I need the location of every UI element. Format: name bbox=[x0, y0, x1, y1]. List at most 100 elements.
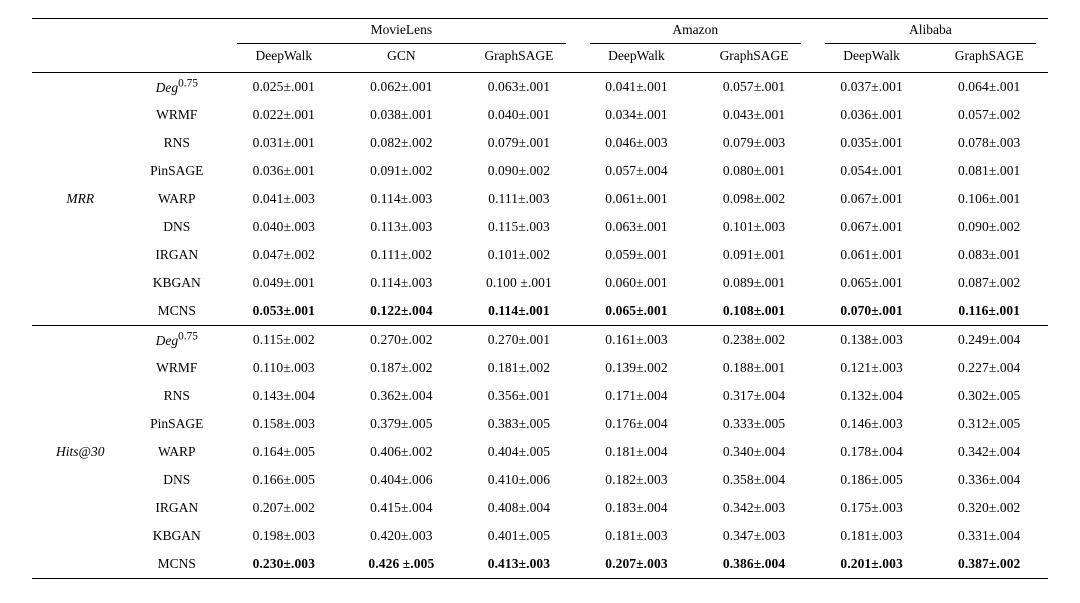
value-cell: 0.227±.004 bbox=[930, 354, 1048, 382]
value-cell: 0.143±.004 bbox=[225, 382, 343, 410]
value-cell: 0.138±.003 bbox=[813, 326, 931, 355]
value-cell: 0.320±.002 bbox=[930, 494, 1048, 522]
value-cell: 0.342±.003 bbox=[695, 494, 813, 522]
value-cell: 0.383±.005 bbox=[460, 410, 578, 438]
method-label: WRMF bbox=[129, 354, 226, 382]
value-cell: 0.207±.003 bbox=[578, 550, 696, 579]
value-cell: 0.067±.001 bbox=[813, 185, 931, 213]
value-cell: 0.098±.002 bbox=[695, 185, 813, 213]
table-row: KBGAN0.049±.0010.114±.0030.100 ±.0010.06… bbox=[32, 269, 1048, 297]
table-row: RNS0.031±.0010.082±.0020.079±.0010.046±.… bbox=[32, 129, 1048, 157]
value-cell: 0.358±.004 bbox=[695, 466, 813, 494]
value-cell: 0.188±.001 bbox=[695, 354, 813, 382]
value-cell: 0.171±.004 bbox=[578, 382, 696, 410]
col-header: DeepWalk bbox=[578, 44, 696, 73]
value-cell: 0.312±.005 bbox=[930, 410, 1048, 438]
value-cell: 0.158±.003 bbox=[225, 410, 343, 438]
value-cell: 0.139±.002 bbox=[578, 354, 696, 382]
table-row: PinSAGE0.036±.0010.091±.0020.090±.0020.0… bbox=[32, 157, 1048, 185]
value-cell: 0.181±.004 bbox=[578, 438, 696, 466]
value-cell: 0.379±.005 bbox=[343, 410, 461, 438]
value-cell: 0.182±.003 bbox=[578, 466, 696, 494]
value-cell: 0.031±.001 bbox=[225, 129, 343, 157]
value-cell: 0.106±.001 bbox=[930, 185, 1048, 213]
col-header: GraphSAGE bbox=[460, 44, 578, 73]
method-label: WRMF bbox=[129, 101, 226, 129]
method-label: DNS bbox=[129, 213, 226, 241]
value-cell: 0.362±.004 bbox=[343, 382, 461, 410]
value-cell: 0.207±.002 bbox=[225, 494, 343, 522]
value-cell: 0.302±.005 bbox=[930, 382, 1048, 410]
method-label: KBGAN bbox=[129, 269, 226, 297]
value-cell: 0.270±.001 bbox=[460, 326, 578, 355]
value-cell: 0.408±.004 bbox=[460, 494, 578, 522]
metric-label: Hits@30 bbox=[32, 326, 129, 579]
table-row: MRRDeg0.750.025±.0010.062±.0010.063±.001… bbox=[32, 73, 1048, 102]
value-cell: 0.387±.002 bbox=[930, 550, 1048, 579]
value-cell: 0.146±.003 bbox=[813, 410, 931, 438]
table-row: PinSAGE0.158±.0030.379±.0050.383±.0050.1… bbox=[32, 410, 1048, 438]
value-cell: 0.114±.001 bbox=[460, 297, 578, 326]
value-cell: 0.057±.002 bbox=[930, 101, 1048, 129]
table-row: RNS0.143±.0040.362±.0040.356±.0010.171±.… bbox=[32, 382, 1048, 410]
value-cell: 0.114±.003 bbox=[343, 269, 461, 297]
value-cell: 0.047±.002 bbox=[225, 241, 343, 269]
dataset-label: MovieLens bbox=[371, 22, 433, 37]
value-cell: 0.037±.001 bbox=[813, 73, 931, 102]
value-cell: 0.040±.003 bbox=[225, 213, 343, 241]
value-cell: 0.111±.002 bbox=[343, 241, 461, 269]
value-cell: 0.022±.001 bbox=[225, 101, 343, 129]
value-cell: 0.082±.002 bbox=[343, 129, 461, 157]
value-cell: 0.181±.003 bbox=[813, 522, 931, 550]
value-cell: 0.061±.001 bbox=[578, 185, 696, 213]
value-cell: 0.386±.004 bbox=[695, 550, 813, 579]
table-row: MCNS0.053±.0010.122±.0040.114±.0010.065±… bbox=[32, 297, 1048, 326]
value-cell: 0.087±.002 bbox=[930, 269, 1048, 297]
dataset-header-movielens: MovieLens bbox=[225, 19, 578, 42]
method-label: WARP bbox=[129, 438, 226, 466]
value-cell: 0.061±.001 bbox=[813, 241, 931, 269]
value-cell: 0.091±.002 bbox=[343, 157, 461, 185]
value-cell: 0.249±.004 bbox=[930, 326, 1048, 355]
value-cell: 0.079±.003 bbox=[695, 129, 813, 157]
value-cell: 0.059±.001 bbox=[578, 241, 696, 269]
value-cell: 0.175±.003 bbox=[813, 494, 931, 522]
method-label: WARP bbox=[129, 185, 226, 213]
value-cell: 0.201±.003 bbox=[813, 550, 931, 579]
value-cell: 0.114±.003 bbox=[343, 185, 461, 213]
col-header: GraphSAGE bbox=[930, 44, 1048, 73]
value-cell: 0.090±.002 bbox=[460, 157, 578, 185]
value-cell: 0.340±.004 bbox=[695, 438, 813, 466]
value-cell: 0.078±.003 bbox=[930, 129, 1048, 157]
col-header: DeepWalk bbox=[813, 44, 931, 73]
value-cell: 0.035±.001 bbox=[813, 129, 931, 157]
value-cell: 0.064±.001 bbox=[930, 73, 1048, 102]
value-cell: 0.063±.001 bbox=[578, 213, 696, 241]
value-cell: 0.049±.001 bbox=[225, 269, 343, 297]
method-label: DNS bbox=[129, 466, 226, 494]
value-cell: 0.034±.001 bbox=[578, 101, 696, 129]
table-row: WARP0.041±.0030.114±.0030.111±.0030.061±… bbox=[32, 185, 1048, 213]
method-label: KBGAN bbox=[129, 522, 226, 550]
value-cell: 0.176±.004 bbox=[578, 410, 696, 438]
value-cell: 0.166±.005 bbox=[225, 466, 343, 494]
value-cell: 0.057±.004 bbox=[578, 157, 696, 185]
table-header: MovieLens Amazon Alibaba DeepWalk GCN Gr… bbox=[32, 19, 1048, 73]
value-cell: 0.230±.003 bbox=[225, 550, 343, 579]
value-cell: 0.404±.005 bbox=[460, 438, 578, 466]
table-row: KBGAN0.198±.0030.420±.0030.401±.0050.181… bbox=[32, 522, 1048, 550]
value-cell: 0.065±.001 bbox=[813, 269, 931, 297]
value-cell: 0.413±.003 bbox=[460, 550, 578, 579]
method-label: PinSAGE bbox=[129, 410, 226, 438]
dataset-label: Amazon bbox=[672, 22, 718, 37]
table-row: DNS0.166±.0050.404±.0060.410±.0060.182±.… bbox=[32, 466, 1048, 494]
value-cell: 0.090±.002 bbox=[930, 213, 1048, 241]
value-cell: 0.404±.006 bbox=[343, 466, 461, 494]
value-cell: 0.181±.002 bbox=[460, 354, 578, 382]
col-header: GCN bbox=[343, 44, 461, 73]
value-cell: 0.036±.001 bbox=[225, 157, 343, 185]
value-cell: 0.101±.003 bbox=[695, 213, 813, 241]
value-cell: 0.062±.001 bbox=[343, 73, 461, 102]
value-cell: 0.036±.001 bbox=[813, 101, 931, 129]
method-label: MCNS bbox=[129, 297, 226, 326]
